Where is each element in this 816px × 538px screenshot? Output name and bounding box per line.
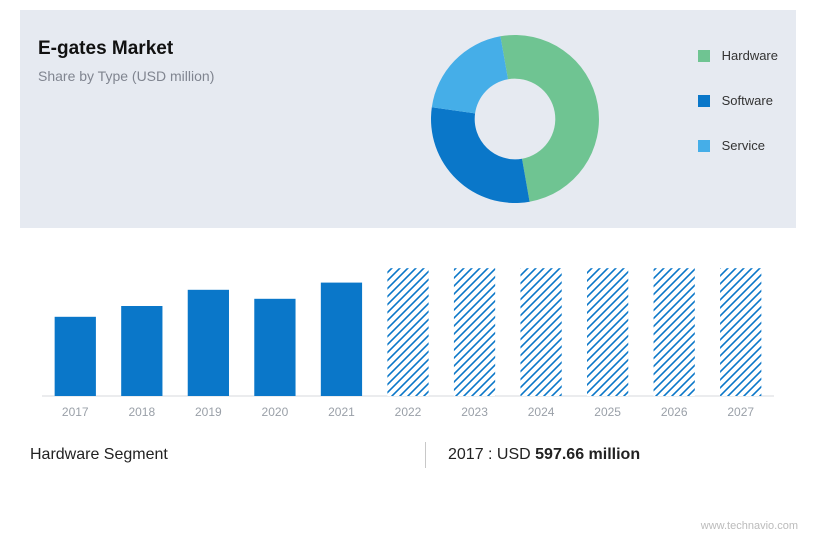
x-tick-label: 2027 (727, 405, 754, 419)
top-panel: E-gates Market Share by Type (USD millio… (20, 10, 796, 228)
bar (520, 268, 561, 396)
legend-item: Hardware (698, 48, 778, 63)
legend: Hardware Software Service (698, 48, 778, 183)
bar (188, 290, 229, 396)
x-tick-label: 2018 (128, 405, 155, 419)
footer-row: Hardware Segment 2017 : USD 597.66 milli… (20, 442, 796, 468)
divider (425, 442, 426, 468)
stat-value: 597.66 million (535, 446, 640, 463)
x-tick-label: 2022 (395, 405, 422, 419)
legend-label: Service (722, 138, 765, 153)
segment-label: Hardware Segment (30, 446, 425, 464)
x-tick-label: 2020 (262, 405, 289, 419)
chart-title: E-gates Market (38, 38, 380, 60)
bar (587, 268, 628, 396)
stat-year: 2017 (448, 446, 484, 463)
bar (55, 317, 96, 396)
x-tick-label: 2026 (661, 405, 688, 419)
watermark: www.technavio.com (701, 520, 798, 532)
legend-swatch (698, 140, 710, 152)
x-tick-label: 2021 (328, 405, 355, 419)
legend-item: Service (698, 138, 778, 153)
bar (654, 268, 695, 396)
donut-slice (431, 107, 530, 203)
bar (121, 306, 162, 396)
x-tick-label: 2024 (528, 405, 555, 419)
x-tick-label: 2019 (195, 405, 222, 419)
chart-subtitle: Share by Type (USD million) (38, 68, 380, 84)
x-tick-label: 2025 (594, 405, 621, 419)
bar (720, 268, 761, 396)
donut-slice (432, 36, 508, 113)
bar (387, 268, 428, 396)
bar (454, 268, 495, 396)
x-tick-label: 2017 (62, 405, 89, 419)
bar-chart: 2017 2018 2019 2020 2021 2022 2023 2024 2025 2026… (20, 248, 796, 428)
title-block: E-gates Market Share by Type (USD millio… (20, 10, 380, 228)
legend-label: Hardware (722, 48, 778, 63)
legend-item: Software (698, 93, 778, 108)
bar (321, 283, 362, 396)
stat-prefix: : USD (484, 446, 536, 463)
legend-swatch (698, 50, 710, 62)
legend-label: Software (722, 93, 773, 108)
bar-chart-section: 2017 2018 2019 2020 2021 2022 2023 2024 2025 2026… (20, 248, 796, 428)
stat-text: 2017 : USD 597.66 million (448, 446, 640, 464)
donut-chart (420, 24, 610, 214)
bar (254, 299, 295, 396)
legend-swatch (698, 95, 710, 107)
x-tick-label: 2023 (461, 405, 488, 419)
